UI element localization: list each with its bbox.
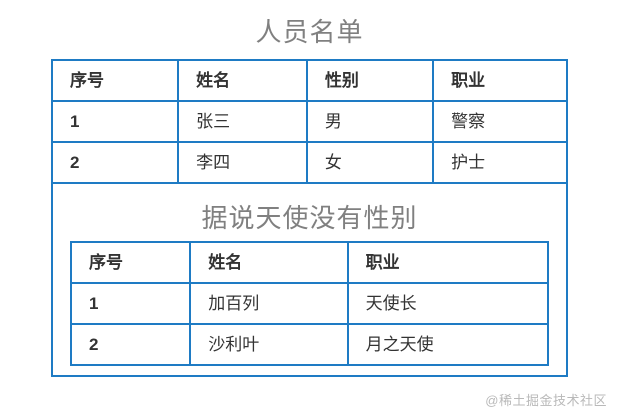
personnel-table: 人员名单 序号 姓名 性别 职业 1 张三 男 警察 2 李四 女 护士 [50, 10, 568, 377]
cell-index: 2 [50, 141, 180, 184]
cell-name: 加百列 [189, 282, 349, 325]
cell-name: 张三 [177, 100, 308, 143]
cell-gender: 男 [305, 100, 435, 143]
cell-occupation: 天使长 [346, 282, 550, 325]
column-header-name: 姓名 [177, 59, 308, 102]
personnel-header-row: 序号 姓名 性别 职业 [50, 59, 568, 102]
table-row: 2 沙利叶 月之天使 [69, 323, 550, 366]
watermark: @稀土掘金技术社区 [485, 393, 607, 408]
column-header-occupation: 职业 [432, 59, 568, 102]
personnel-table-title: 人员名单 [255, 17, 364, 47]
cell-occupation: 护士 [432, 141, 568, 184]
angel-table-title: 据说天使没有性别 [201, 203, 418, 233]
cell-occupation: 警察 [432, 100, 568, 143]
nested-table-row: 据说天使没有性别 序号 姓名 职业 1 加百列 [51, 182, 568, 377]
column-header-index: 序号 [69, 241, 192, 284]
nested-table-cell: 据说天使没有性别 序号 姓名 职业 1 加百列 [51, 182, 568, 377]
column-header-gender: 性别 [305, 59, 435, 102]
cell-gender: 女 [305, 141, 435, 184]
angel-header-row: 序号 姓名 职业 [69, 241, 550, 284]
table-row: 1 张三 男 警察 [50, 100, 568, 143]
angel-table: 据说天使没有性别 序号 姓名 职业 1 加百列 [69, 193, 550, 366]
cell-index: 2 [69, 323, 192, 366]
cell-name: 沙利叶 [189, 323, 349, 366]
cell-index: 1 [50, 100, 180, 143]
cell-occupation: 月之天使 [346, 323, 550, 366]
column-header-name: 姓名 [189, 241, 349, 284]
table-row: 2 李四 女 护士 [50, 141, 568, 184]
table-row: 1 加百列 天使长 [69, 282, 550, 325]
cell-name: 李四 [177, 141, 308, 184]
column-header-index: 序号 [50, 59, 180, 102]
cell-index: 1 [69, 282, 192, 325]
column-header-occupation: 职业 [346, 241, 550, 284]
